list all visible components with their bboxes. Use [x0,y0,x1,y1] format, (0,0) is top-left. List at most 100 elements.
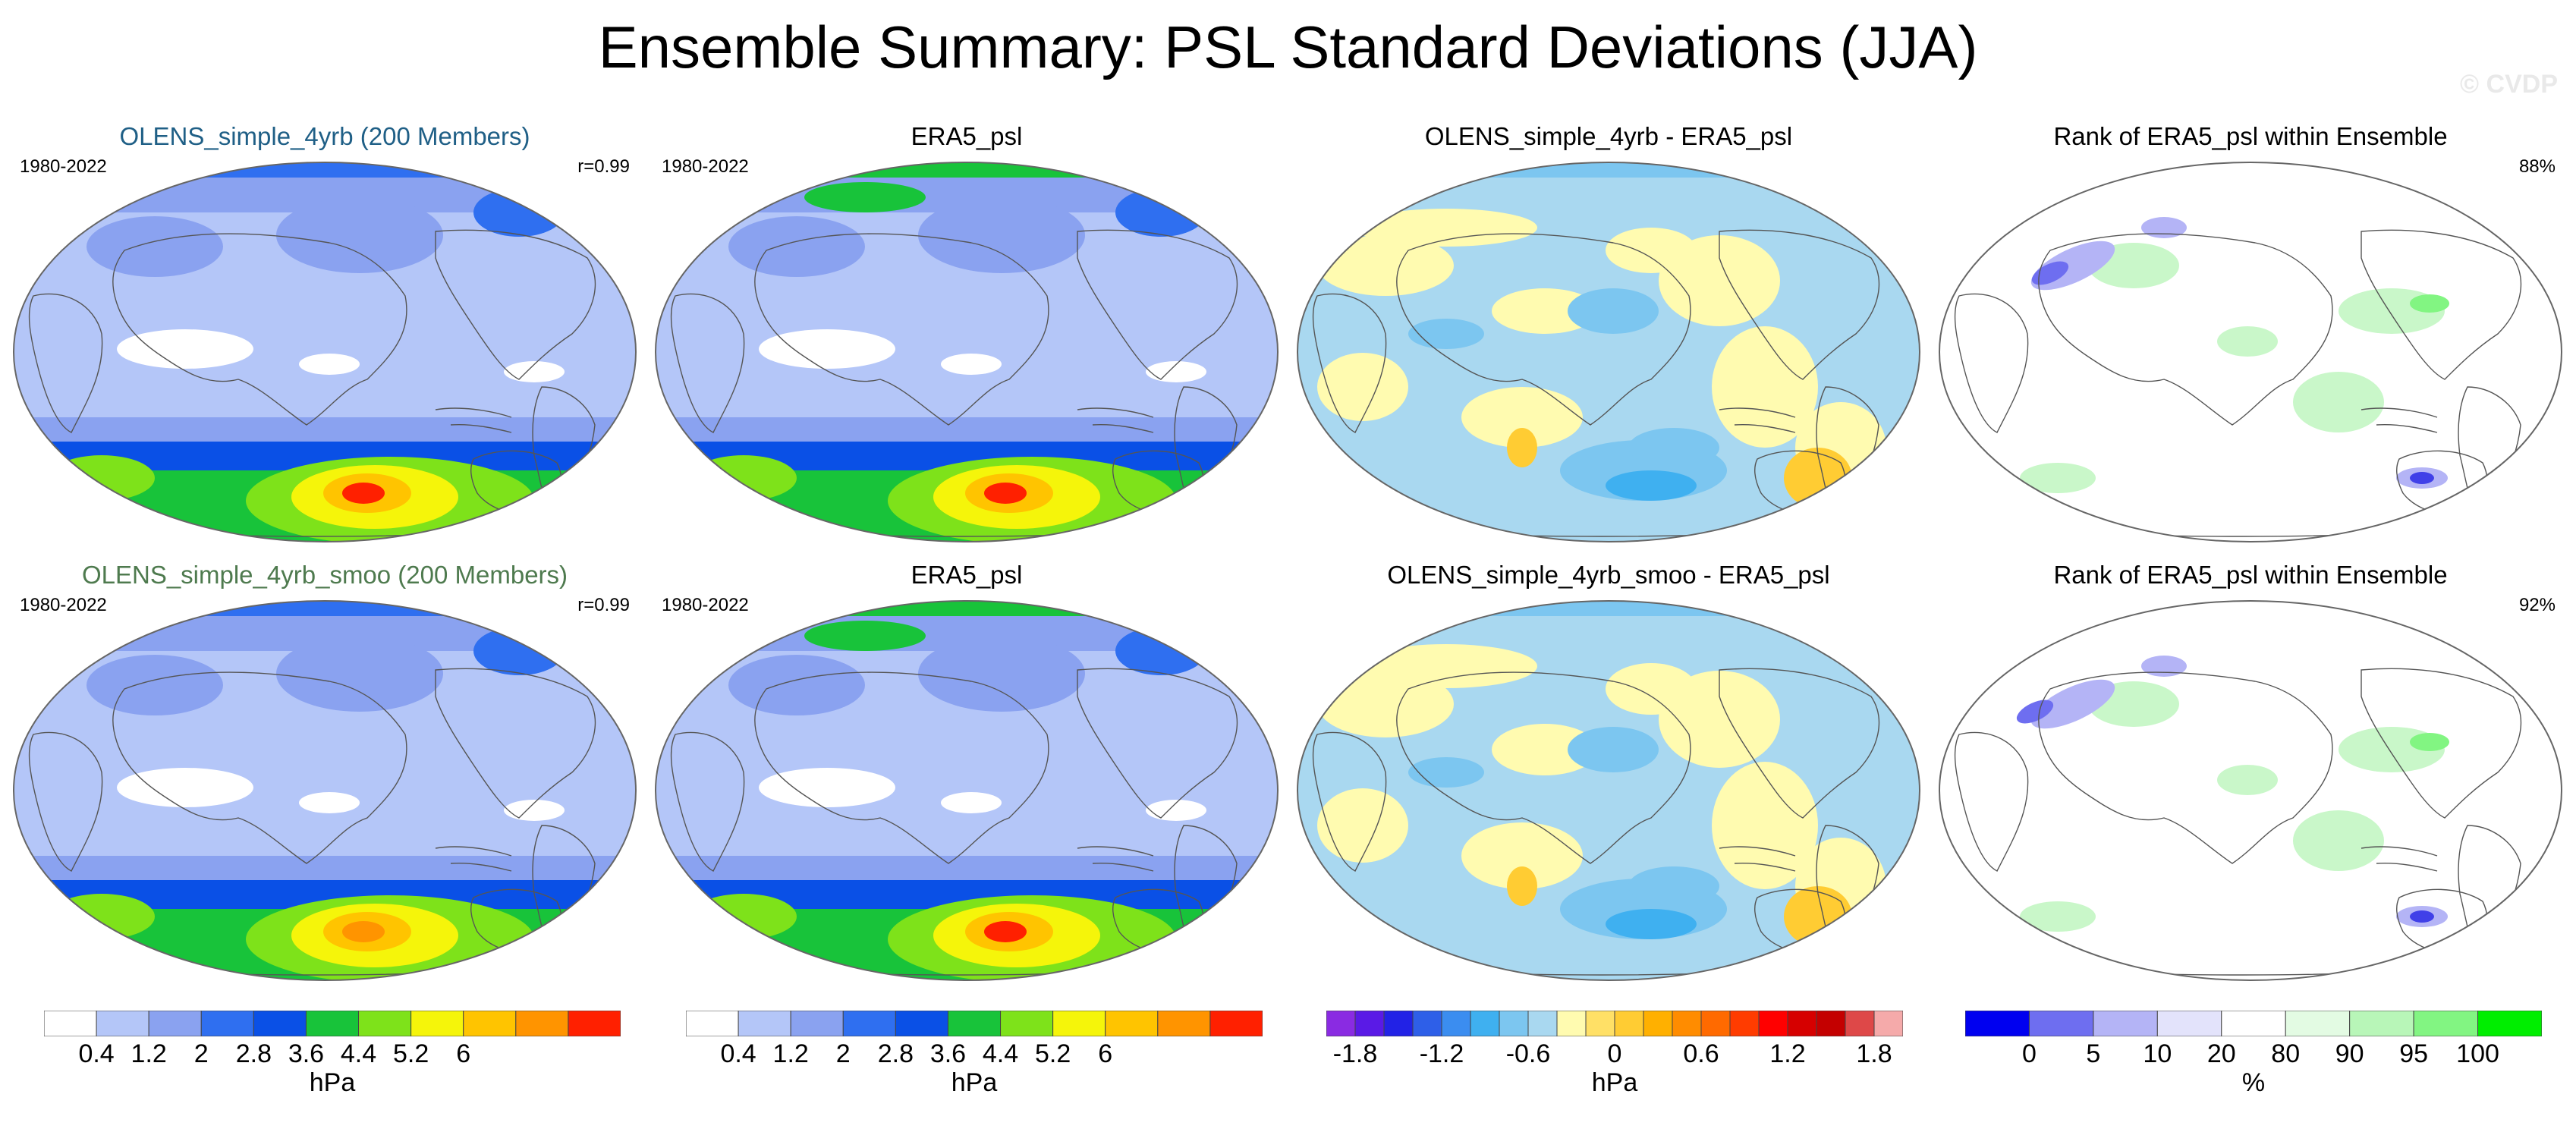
colorbar-boxes [1965,1011,2542,1036]
colorbar-tick-label: 1.2 [131,1039,167,1068]
std-blob-na [1115,627,1206,675]
map-plot [1296,162,1921,542]
panel-title: ERA5_psl [911,122,1023,150]
map-plot [1938,162,2563,542]
colorbar-box [686,1011,739,1036]
colorbar-box [947,1011,1002,1036]
colorbar-tick-label: 2 [835,1039,851,1068]
diff-negative-strong [1606,909,1697,939]
diff-negative-3 [1568,727,1659,772]
colorbar-box [1614,1011,1644,1036]
rank-low-0 [2030,679,2115,729]
colorbar-box [1845,1011,1875,1036]
coastline-2 [2361,846,2438,872]
colorbar-box [1412,1011,1442,1036]
colorbar-box [358,1011,412,1036]
colorbar-box [2477,1011,2542,1036]
std-blob-pacific-north [918,197,1085,273]
std-white-tropics [759,768,895,807]
colorbar-box [2028,1011,2094,1036]
colorbar-box [1470,1011,1500,1036]
colorbar-boxes [1326,1011,1903,1036]
coastline-3 [2361,229,2522,380]
colorbar-tick-label: 6 [1098,1039,1113,1068]
map-panel-2: ERA5_psl 1980-2022 [653,121,1281,546]
diff-negative-1 [1628,428,1719,467]
std-south-lime-west [49,455,155,501]
diff-positive-5 [1712,762,1818,889]
map-fill [1297,601,1920,980]
coastline-5 [28,731,103,872]
map-outline [654,600,1279,981]
coastline-5 [670,293,745,433]
colorbar-tick-label: 3.6 [288,1039,325,1068]
colorbar-box [790,1011,844,1036]
colorbar-box [1052,1011,1106,1036]
colorbar-box [200,1011,254,1036]
colorbar-box [2221,1011,2286,1036]
rank-high-strong [2410,733,2449,751]
coastline-0 [2038,233,2333,426]
colorbar-tick-label: 2 [193,1039,209,1068]
coastline-0 [2038,671,2333,864]
coastline-3 [2361,668,2522,819]
colorbar-tick-label: 0.4 [720,1039,756,1068]
colorbar-tick-label: 3.6 [929,1039,967,1068]
map-panel-3: OLENS_simple_4yrb - ERA5_psl [1294,121,1923,546]
diff-positive-4 [1461,822,1583,889]
coastline-0 [1396,233,1691,426]
diff-positive-8 [1606,663,1697,715]
panel-title: ERA5_psl [911,561,1023,589]
map-plot [1938,600,2563,981]
colorbar-box [1700,1011,1731,1036]
panel-title: OLENS_simple_4yrb - ERA5_psl [1424,122,1793,150]
colorbar-tick-label: 2.8 [877,1039,914,1068]
colorbar-box [410,1011,464,1036]
coastline-2 [1719,846,1796,872]
colorbar-box [1326,1011,1356,1036]
rank-high-1 [2293,372,2384,432]
map-plot [1296,600,1921,981]
std-south-max [984,483,1027,504]
colorbar-box [842,1011,896,1036]
rank-high-1 [2293,810,2384,871]
colorbar-tick-label: 1.2 [772,1039,809,1068]
colorbar-tick-label: 5.2 [1034,1039,1071,1068]
colorbar-box [515,1011,569,1036]
colorbar-tick-label: 0.6 [1683,1039,1719,1068]
rank-low-3 [2460,193,2505,217]
map-panel-8: Rank of ERA5_psl within Ensemble 92% [1936,560,2565,985]
coastline-2 [435,407,512,433]
colorbar-box [1873,1011,1903,1036]
coastline-0 [754,233,1049,426]
std-white-tropics-2 [941,354,1002,375]
diff-positive-7 [1355,209,1537,247]
std-white-america [1146,800,1206,821]
std-blob-asia [728,655,865,715]
map-plot [654,600,1279,981]
colorbar-tick-label: 95 [2399,1039,2429,1068]
diff-negative-1 [1628,866,1719,906]
map-panel-6: ERA5_psl 1980-2022 [653,560,1281,985]
diff-positive-strong-2 [1507,866,1537,906]
coastline-3 [1719,229,1880,380]
colorbar-tick-label: 1.2 [1769,1039,1806,1068]
diff-positive-1 [1492,724,1598,775]
stat-label: 92% [2518,595,2556,615]
coastline-5 [1312,293,1387,433]
map-panel-4: Rank of ERA5_psl within Ensemble 88% [1936,121,2565,546]
colorbar-box [305,1011,360,1036]
coastline-0 [112,671,407,864]
colorbar-box [1556,1011,1587,1036]
coastline-5 [1954,293,2029,433]
colorbar-box [1157,1011,1211,1036]
colorbar-box [1383,1011,1414,1036]
colorbar-box [1585,1011,1615,1036]
stat-label: r=0.99 [577,156,630,177]
coastline-2 [435,846,512,872]
rank-high-strong [2410,294,2449,313]
colorbar-box [1527,1011,1558,1036]
colorbar-box [568,1011,621,1036]
colorbar-box [1000,1011,1054,1036]
map-outline [1296,600,1921,981]
